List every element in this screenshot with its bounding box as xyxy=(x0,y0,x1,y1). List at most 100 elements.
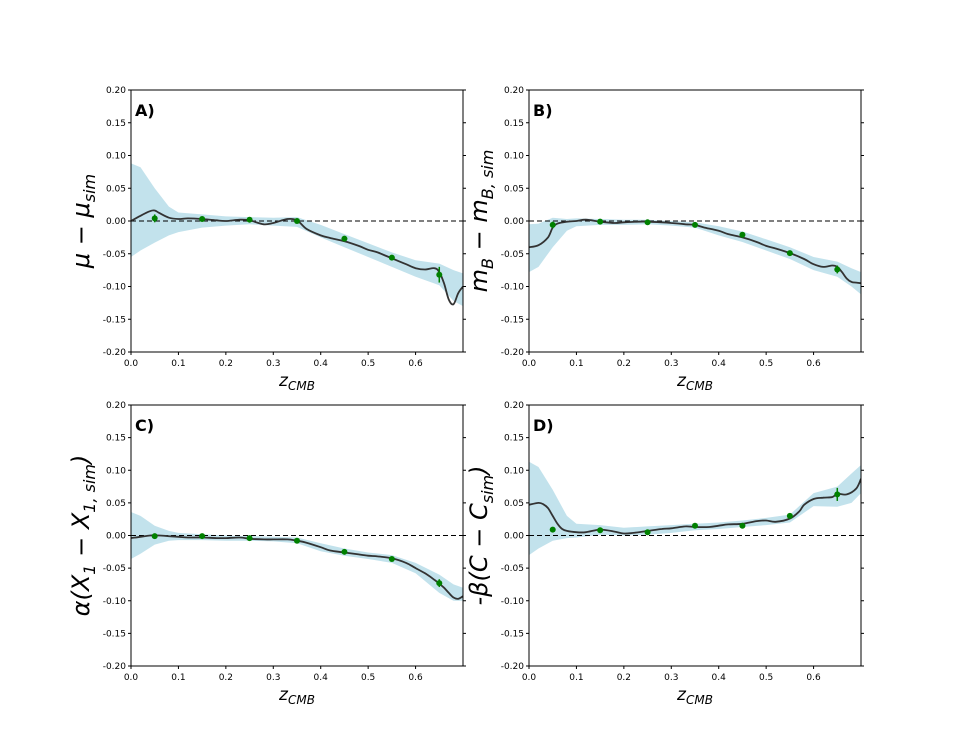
y-tick-label: 0.20 xyxy=(106,401,126,411)
x-tick-label: 0.5 xyxy=(759,359,773,369)
x-tick-label: 0.0 xyxy=(124,673,139,683)
x-tick-label: 0.4 xyxy=(712,359,727,369)
y-tick-label: -0.15 xyxy=(103,629,126,639)
x-tick-label: 0.0 xyxy=(124,359,139,369)
y-tick-label: -0.10 xyxy=(103,597,127,607)
panel-c: 0.20 0.15 0.10 0.05 0.00 -0.05 -0.10 -0.15 -0.20… xyxy=(67,401,466,707)
data-point xyxy=(597,527,604,534)
data-point xyxy=(644,529,651,536)
data-point xyxy=(549,526,556,533)
y-tick-label: 0.00 xyxy=(504,532,524,542)
y-tick-label: 0.20 xyxy=(504,401,524,411)
data-point xyxy=(151,215,158,222)
y-axis-label: α(X1 − X1, sim) xyxy=(67,455,99,617)
x-tick-label: 0.5 xyxy=(361,673,375,683)
data-point xyxy=(294,218,300,224)
data-point xyxy=(834,266,841,273)
fit-curve xyxy=(529,218,861,285)
y-axis-label-main: α(X xyxy=(67,574,95,616)
x-axis-label-sub: CMB xyxy=(288,693,315,707)
y-tick-label: 0.10 xyxy=(106,466,126,476)
y-axis-label-main: -β(C − C xyxy=(465,503,493,605)
confidence-band xyxy=(529,461,861,556)
y-tick-label: 0.15 xyxy=(504,119,524,129)
x-tick-label: 0.5 xyxy=(361,359,375,369)
y-tick-label: -0.20 xyxy=(103,348,127,358)
y-tick-label: 0.15 xyxy=(504,434,524,444)
y-axis-label: mB − mB, sim xyxy=(465,150,497,293)
x-tick-label: 0.2 xyxy=(219,673,233,683)
data-point xyxy=(246,216,253,223)
data-point xyxy=(597,218,604,225)
y-axis-label-main: − m xyxy=(465,199,493,258)
x-tick-label: 0.2 xyxy=(617,673,631,683)
panel-label: C) xyxy=(135,416,154,435)
x-axis-label: zCMB xyxy=(676,371,713,393)
data-point xyxy=(739,231,746,238)
x-tick-label: 0.2 xyxy=(617,359,631,369)
y-tick-label: -0.05 xyxy=(103,564,126,574)
data-point xyxy=(341,235,348,242)
y-axis-label-main: ) xyxy=(465,466,493,477)
y-axis-label-sub: 1 xyxy=(80,565,99,575)
data-point xyxy=(199,216,206,223)
x-tick-label: 0.3 xyxy=(664,359,678,369)
y-axis-label-sub: 1, sim xyxy=(80,464,99,513)
x-tick-label: 0.6 xyxy=(408,673,423,683)
x-axis-label: zCMB xyxy=(278,371,315,393)
data-point xyxy=(692,221,698,228)
y-tick-label: -0.10 xyxy=(501,283,525,293)
data-point xyxy=(436,580,443,587)
y-tick-label: 0.20 xyxy=(504,86,524,96)
x-tick-label: 0.6 xyxy=(408,359,423,369)
data-point xyxy=(388,254,395,261)
x-tick-label: 0.1 xyxy=(569,673,583,683)
x-tick-label: 0.1 xyxy=(171,359,185,369)
y-axis-label-main: m xyxy=(465,269,493,292)
y-tick-label: 0.00 xyxy=(106,532,126,542)
y-tick-label: -0.05 xyxy=(501,250,524,260)
x-tick-label: 0.3 xyxy=(266,359,280,369)
y-axis-label-main: ) xyxy=(67,455,95,466)
y-tick-label: 0.15 xyxy=(106,434,126,444)
y-tick-label: -0.20 xyxy=(501,348,525,358)
y-tick-label: 0.10 xyxy=(504,466,524,476)
panel-label: A) xyxy=(135,101,155,120)
y-tick-label: -0.15 xyxy=(103,315,126,325)
y-axis-label-sub: B xyxy=(478,258,497,269)
x-tick-label: 0.2 xyxy=(219,359,233,369)
panel-label: B) xyxy=(533,101,553,120)
y-tick-label: -0.05 xyxy=(501,564,524,574)
y-tick-label: 0.15 xyxy=(106,119,126,129)
confidence-band xyxy=(131,163,463,307)
x-tick-label: 0.6 xyxy=(806,359,821,369)
x-axis-label-main: z xyxy=(676,371,687,391)
y-tick-label: -0.10 xyxy=(501,597,525,607)
x-axis-label-main: z xyxy=(676,685,687,705)
fit-curve xyxy=(131,534,463,600)
data-point xyxy=(644,219,651,226)
x-tick-label: 0.0 xyxy=(522,673,537,683)
y-tick-label: 0.05 xyxy=(106,184,126,194)
x-axis-label-sub: CMB xyxy=(288,379,315,393)
x-tick-label: 0.6 xyxy=(806,673,821,683)
data-point xyxy=(388,555,395,562)
x-axis-label: zCMB xyxy=(676,685,713,707)
y-axis-label-sub: B, sim xyxy=(478,150,497,200)
x-tick-label: 0.1 xyxy=(569,359,583,369)
y-axis-label-sub: sim xyxy=(478,475,497,503)
y-axis-label-sub: sim xyxy=(80,174,99,202)
confidence-band xyxy=(529,217,861,295)
x-axis-label-sub: CMB xyxy=(686,379,713,393)
panel-label: D) xyxy=(533,416,554,435)
data-point xyxy=(246,535,253,542)
y-axis-label: -β(C − Csim) xyxy=(465,466,497,606)
panel-b: 0.20 0.15 0.10 0.05 0.00 -0.05 -0.10 -0.15 -0.20… xyxy=(465,86,864,393)
data-point xyxy=(786,250,793,257)
data-point xyxy=(199,533,206,540)
x-tick-label: 0.4 xyxy=(712,673,727,683)
y-tick-label: 0.00 xyxy=(106,217,126,227)
fit-curve xyxy=(131,209,463,306)
data-point xyxy=(294,537,300,544)
y-tick-label: 0.10 xyxy=(106,152,126,162)
